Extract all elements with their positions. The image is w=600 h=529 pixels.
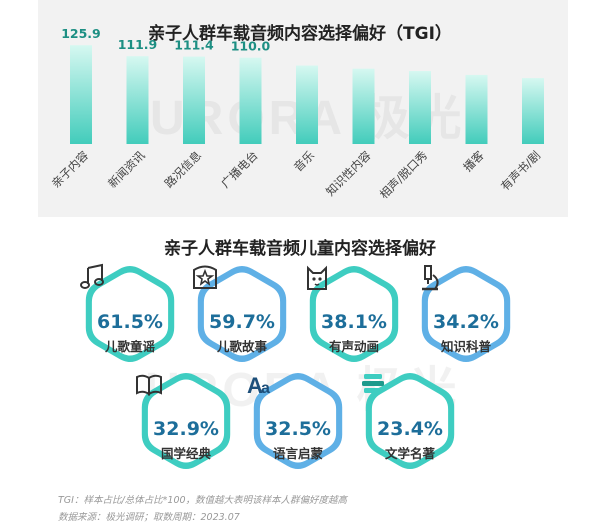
hex-card-1: 59.7% 儿歌故事 xyxy=(190,262,294,366)
hex-card-0: 61.5% 儿歌童谣 xyxy=(78,262,182,366)
bar-0 xyxy=(70,45,92,145)
cartoon-cat-icon xyxy=(307,265,327,290)
category-label-5: 知识性内容 xyxy=(323,148,374,199)
hex-frame xyxy=(421,266,511,362)
hex-value-5: 32.5% xyxy=(265,418,331,440)
category-label-6: 相声/脱口秀 xyxy=(377,148,431,202)
bar-2 xyxy=(183,56,205,145)
bar-5 xyxy=(352,68,375,144)
category-label-0: 亲子内容 xyxy=(49,148,92,191)
category-label-7: 播客 xyxy=(460,148,487,175)
bar-4 xyxy=(296,65,318,144)
category-label-8: 有声书/剧 xyxy=(498,148,543,193)
hex-frame xyxy=(141,373,231,469)
letters-icon: Aa xyxy=(247,373,270,398)
open-book-icon xyxy=(136,374,162,396)
hex-value-3: 34.2% xyxy=(433,311,499,333)
bar-value-label-2: 111.4 xyxy=(174,38,214,53)
hex-card-2: 38.1% 有声动画 xyxy=(302,262,406,366)
bar-7 xyxy=(465,74,488,144)
hex-label-5: 语言启蒙 xyxy=(272,446,323,461)
music-note-icon xyxy=(80,263,104,289)
bar-3 xyxy=(239,57,262,144)
bar-6 xyxy=(409,71,431,144)
hex-label-2: 有声动画 xyxy=(328,339,379,354)
category-label-3: 广播电台 xyxy=(218,148,260,190)
hex-frame xyxy=(253,373,343,469)
hex-value-1: 59.7% xyxy=(209,311,275,333)
microscope-icon xyxy=(422,265,439,291)
hex-frame xyxy=(365,373,455,469)
hex-value-0: 61.5% xyxy=(97,311,163,333)
hex-label-1: 儿歌故事 xyxy=(216,339,267,354)
bar-value-label-0: 125.9 xyxy=(61,26,101,41)
bar-8 xyxy=(522,78,544,144)
storybook-icon xyxy=(193,265,217,289)
hex-value-2: 38.1% xyxy=(321,311,387,333)
hex-card-3: 34.2% 知识科普 xyxy=(414,262,518,366)
hex-value-6: 23.4% xyxy=(377,418,443,440)
hex-card-4: 32.9% 国学经典 xyxy=(134,369,238,473)
hex-frame xyxy=(85,266,175,362)
bar-value-label-1: 111.9 xyxy=(118,37,158,52)
hex-label-3: 知识科普 xyxy=(440,339,491,354)
hex-frame xyxy=(309,266,399,362)
bar-1 xyxy=(126,56,149,144)
svg-text:A: A xyxy=(247,373,263,398)
footnote-tgi: TGI：样本占比/总体占比*100，数值越大表明该样本人群偏好度越高 xyxy=(58,495,348,506)
hex-card-6: 23.4% 文学名著 xyxy=(358,369,462,473)
category-label-1: 新闻资讯 xyxy=(105,148,148,191)
footnote-source: 数据来源：极光调研；取数周期：2023.07 xyxy=(58,512,240,523)
hex-label-0: 儿歌童谣 xyxy=(104,339,155,354)
book-stack-icon xyxy=(362,374,384,393)
tgi-bar-chart: 125.9 111.9 111.4 110.0 亲子内容 新闻资讯 路况信息 广播电台 音乐知… xyxy=(49,26,544,202)
svg-text:a: a xyxy=(261,380,270,397)
category-label-4: 音乐 xyxy=(291,148,318,175)
hex-section-title: 亲子人群车载音频儿童内容选择偏好 xyxy=(164,239,436,259)
hex-label-4: 国学经典 xyxy=(160,446,211,461)
bar-chart-title: 亲子人群车载音频内容选择偏好（TGI） xyxy=(148,24,452,44)
hex-frame xyxy=(197,266,287,362)
category-label-2: 路况信息 xyxy=(162,148,204,190)
hex-label-6: 文学名著 xyxy=(384,446,435,461)
hex-value-4: 32.9% xyxy=(153,418,219,440)
bar-value-label-3: 110.0 xyxy=(231,39,271,54)
